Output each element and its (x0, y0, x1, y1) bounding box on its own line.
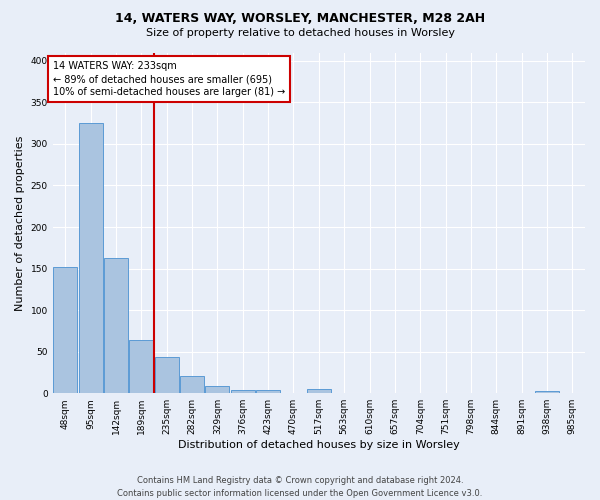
Text: Size of property relative to detached houses in Worsley: Size of property relative to detached ho… (146, 28, 455, 38)
X-axis label: Distribution of detached houses by size in Worsley: Distribution of detached houses by size … (178, 440, 460, 450)
Bar (180, 376, 204, 393)
Bar (104, 258, 128, 393)
Bar (231, 390, 255, 393)
Text: 14, WATERS WAY, WORSLEY, MANCHESTER, M28 2AH: 14, WATERS WAY, WORSLEY, MANCHESTER, M28… (115, 12, 485, 26)
Bar (79, 123, 103, 393)
Y-axis label: Number of detached properties: Number of detached properties (15, 135, 25, 310)
Bar (535, 390, 559, 393)
Bar (307, 389, 331, 393)
Text: 14 WATERS WAY: 233sqm
← 89% of detached houses are smaller (695)
10% of semi-det: 14 WATERS WAY: 233sqm ← 89% of detached … (53, 61, 286, 97)
Bar (256, 390, 280, 393)
Bar (130, 340, 154, 393)
Bar (53, 267, 77, 393)
Text: Contains HM Land Registry data © Crown copyright and database right 2024.
Contai: Contains HM Land Registry data © Crown c… (118, 476, 482, 498)
Bar (155, 356, 179, 393)
Bar (205, 386, 229, 393)
